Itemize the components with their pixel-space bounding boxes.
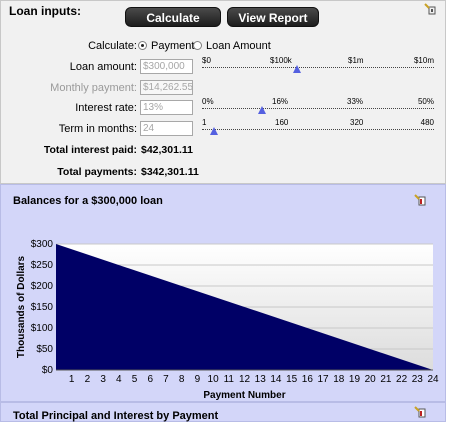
principal-interest-panel: Total Principal and Interest by Payment: [0, 402, 446, 422]
loan-amount-radio-label: Loan Amount: [206, 40, 271, 52]
chart-panel-title: Balances for a $300,000 loan: [13, 195, 163, 207]
balances-chart: $300$250$200$150$100$50$0 1 2 3 4 5 6 7 8 9 10 11 1…: [16, 239, 439, 401]
x-tick-label: 14: [270, 374, 282, 385]
monthly-payment-label: Monthly payment:: [50, 82, 137, 94]
x-axis-label: Payment Number: [203, 390, 285, 401]
y-axis-label: Thousands of Dollars: [16, 255, 27, 358]
loan-amount-label: Loan amount:: [69, 61, 137, 73]
y-tick-label: $100: [31, 323, 54, 334]
x-tick-label: 4: [116, 374, 122, 385]
total-payments-value: $342,301.11: [141, 166, 199, 178]
calculate-label-wrap: Calculate:: [1, 40, 137, 54]
x-tick-label: 8: [179, 374, 185, 385]
panel-title: Loan inputs:: [9, 4, 81, 18]
slider-track: [202, 129, 434, 130]
x-tick-label: 24: [427, 374, 439, 385]
interest-rate-field[interactable]: 13%: [140, 100, 193, 115]
term-field[interactable]: 24: [140, 121, 193, 136]
interest-rate-label-wrap: Interest rate:: [1, 102, 137, 116]
y-tick-label: $0: [42, 365, 54, 376]
slider-thumb[interactable]: [209, 127, 218, 135]
slider-tick: 16%: [272, 97, 289, 106]
x-tick-label: 10: [208, 374, 220, 385]
x-tick-label: 15: [286, 374, 298, 385]
x-tick-label: 7: [163, 374, 169, 385]
loan-amount-slider[interactable]: $0 $100k $1m $10m: [202, 56, 434, 73]
x-tick-label: 22: [396, 374, 408, 385]
payment-radio-label: Payment: [151, 40, 195, 52]
balance-area: [56, 244, 433, 370]
monthly-payment-field: $14,262.55: [140, 80, 193, 95]
x-tick-label: 9: [195, 374, 201, 385]
help-icon[interactable]: [413, 405, 427, 419]
help-icon[interactable]: [423, 2, 437, 16]
y-tick-label: $200: [31, 281, 54, 292]
loan-amount-radio[interactable]: [193, 41, 202, 50]
term-slider[interactable]: 1 160 320 480: [202, 118, 434, 135]
y-tick-label: $300: [31, 239, 54, 250]
x-tick-label: 17: [317, 374, 329, 385]
x-tick-label: 5: [132, 374, 138, 385]
total-interest-label: Total interest paid:: [43, 144, 137, 156]
x-tick-label: 1: [69, 374, 75, 385]
slider-tick: $0: [202, 56, 211, 65]
y-tick-label: $50: [36, 344, 53, 355]
calculate-button[interactable]: Calculate: [125, 7, 221, 27]
x-tick-label: 19: [349, 374, 361, 385]
x-tick-label: 21: [380, 374, 392, 385]
y-tick-label: $150: [31, 302, 54, 313]
loan-inputs-panel: Loan inputs: Calculate View Report Calcu…: [0, 0, 446, 184]
term-label: Term in months:: [58, 123, 137, 135]
x-tick-label: 2: [85, 374, 91, 385]
slider-tick: $10m: [413, 56, 434, 65]
slider-tick: 480: [420, 118, 434, 127]
x-tick-label: 13: [255, 374, 267, 385]
x-tick-label: 11: [224, 374, 235, 385]
slider-track: [202, 67, 434, 68]
slider-tick: 33%: [347, 97, 364, 106]
loan-amount-field[interactable]: $300,000: [140, 59, 193, 74]
slider-tick: 1: [202, 118, 207, 127]
total-payments-label-wrap: Total payments:: [1, 166, 137, 180]
term-label-wrap: Term in months:: [1, 123, 137, 137]
x-tick-label: 3: [100, 374, 106, 385]
next-panel-title: Total Principal and Interest by Payment: [13, 410, 219, 422]
interest-rate-slider[interactable]: 0% 16% 33% 50%: [202, 97, 434, 114]
total-payments-label: Total payments:: [57, 166, 137, 178]
slider-thumb[interactable]: [293, 65, 302, 73]
slider-track: [202, 108, 434, 109]
calculate-label: Calculate:: [88, 40, 137, 52]
monthly-payment-label-wrap: Monthly payment:: [1, 82, 137, 96]
slider-tick: $100k: [270, 56, 292, 65]
x-tick-label: 23: [412, 374, 424, 385]
payment-radio[interactable]: [138, 41, 147, 50]
total-interest-label-wrap: Total interest paid:: [1, 144, 137, 158]
help-icon[interactable]: [413, 193, 427, 207]
slider-tick: 50%: [417, 97, 434, 106]
interest-rate-label: Interest rate:: [75, 102, 137, 114]
slider-tick: 320: [350, 118, 364, 127]
slider-tick: 160: [275, 118, 289, 127]
y-tick-label: $250: [31, 260, 54, 271]
slider-tick: 0%: [202, 97, 214, 106]
slider-thumb[interactable]: [258, 106, 267, 114]
x-tick-label: 18: [333, 374, 345, 385]
x-tick-label: 12: [239, 374, 251, 385]
slider-tick: $1m: [348, 56, 364, 65]
x-tick-label: 20: [365, 374, 377, 385]
x-tick-label: 6: [147, 374, 153, 385]
total-interest-value: $42,301.11: [141, 144, 193, 156]
loan-amount-label-wrap: Loan amount:: [1, 61, 137, 75]
x-tick-label: 16: [302, 374, 314, 385]
view-report-button[interactable]: View Report: [227, 7, 319, 27]
